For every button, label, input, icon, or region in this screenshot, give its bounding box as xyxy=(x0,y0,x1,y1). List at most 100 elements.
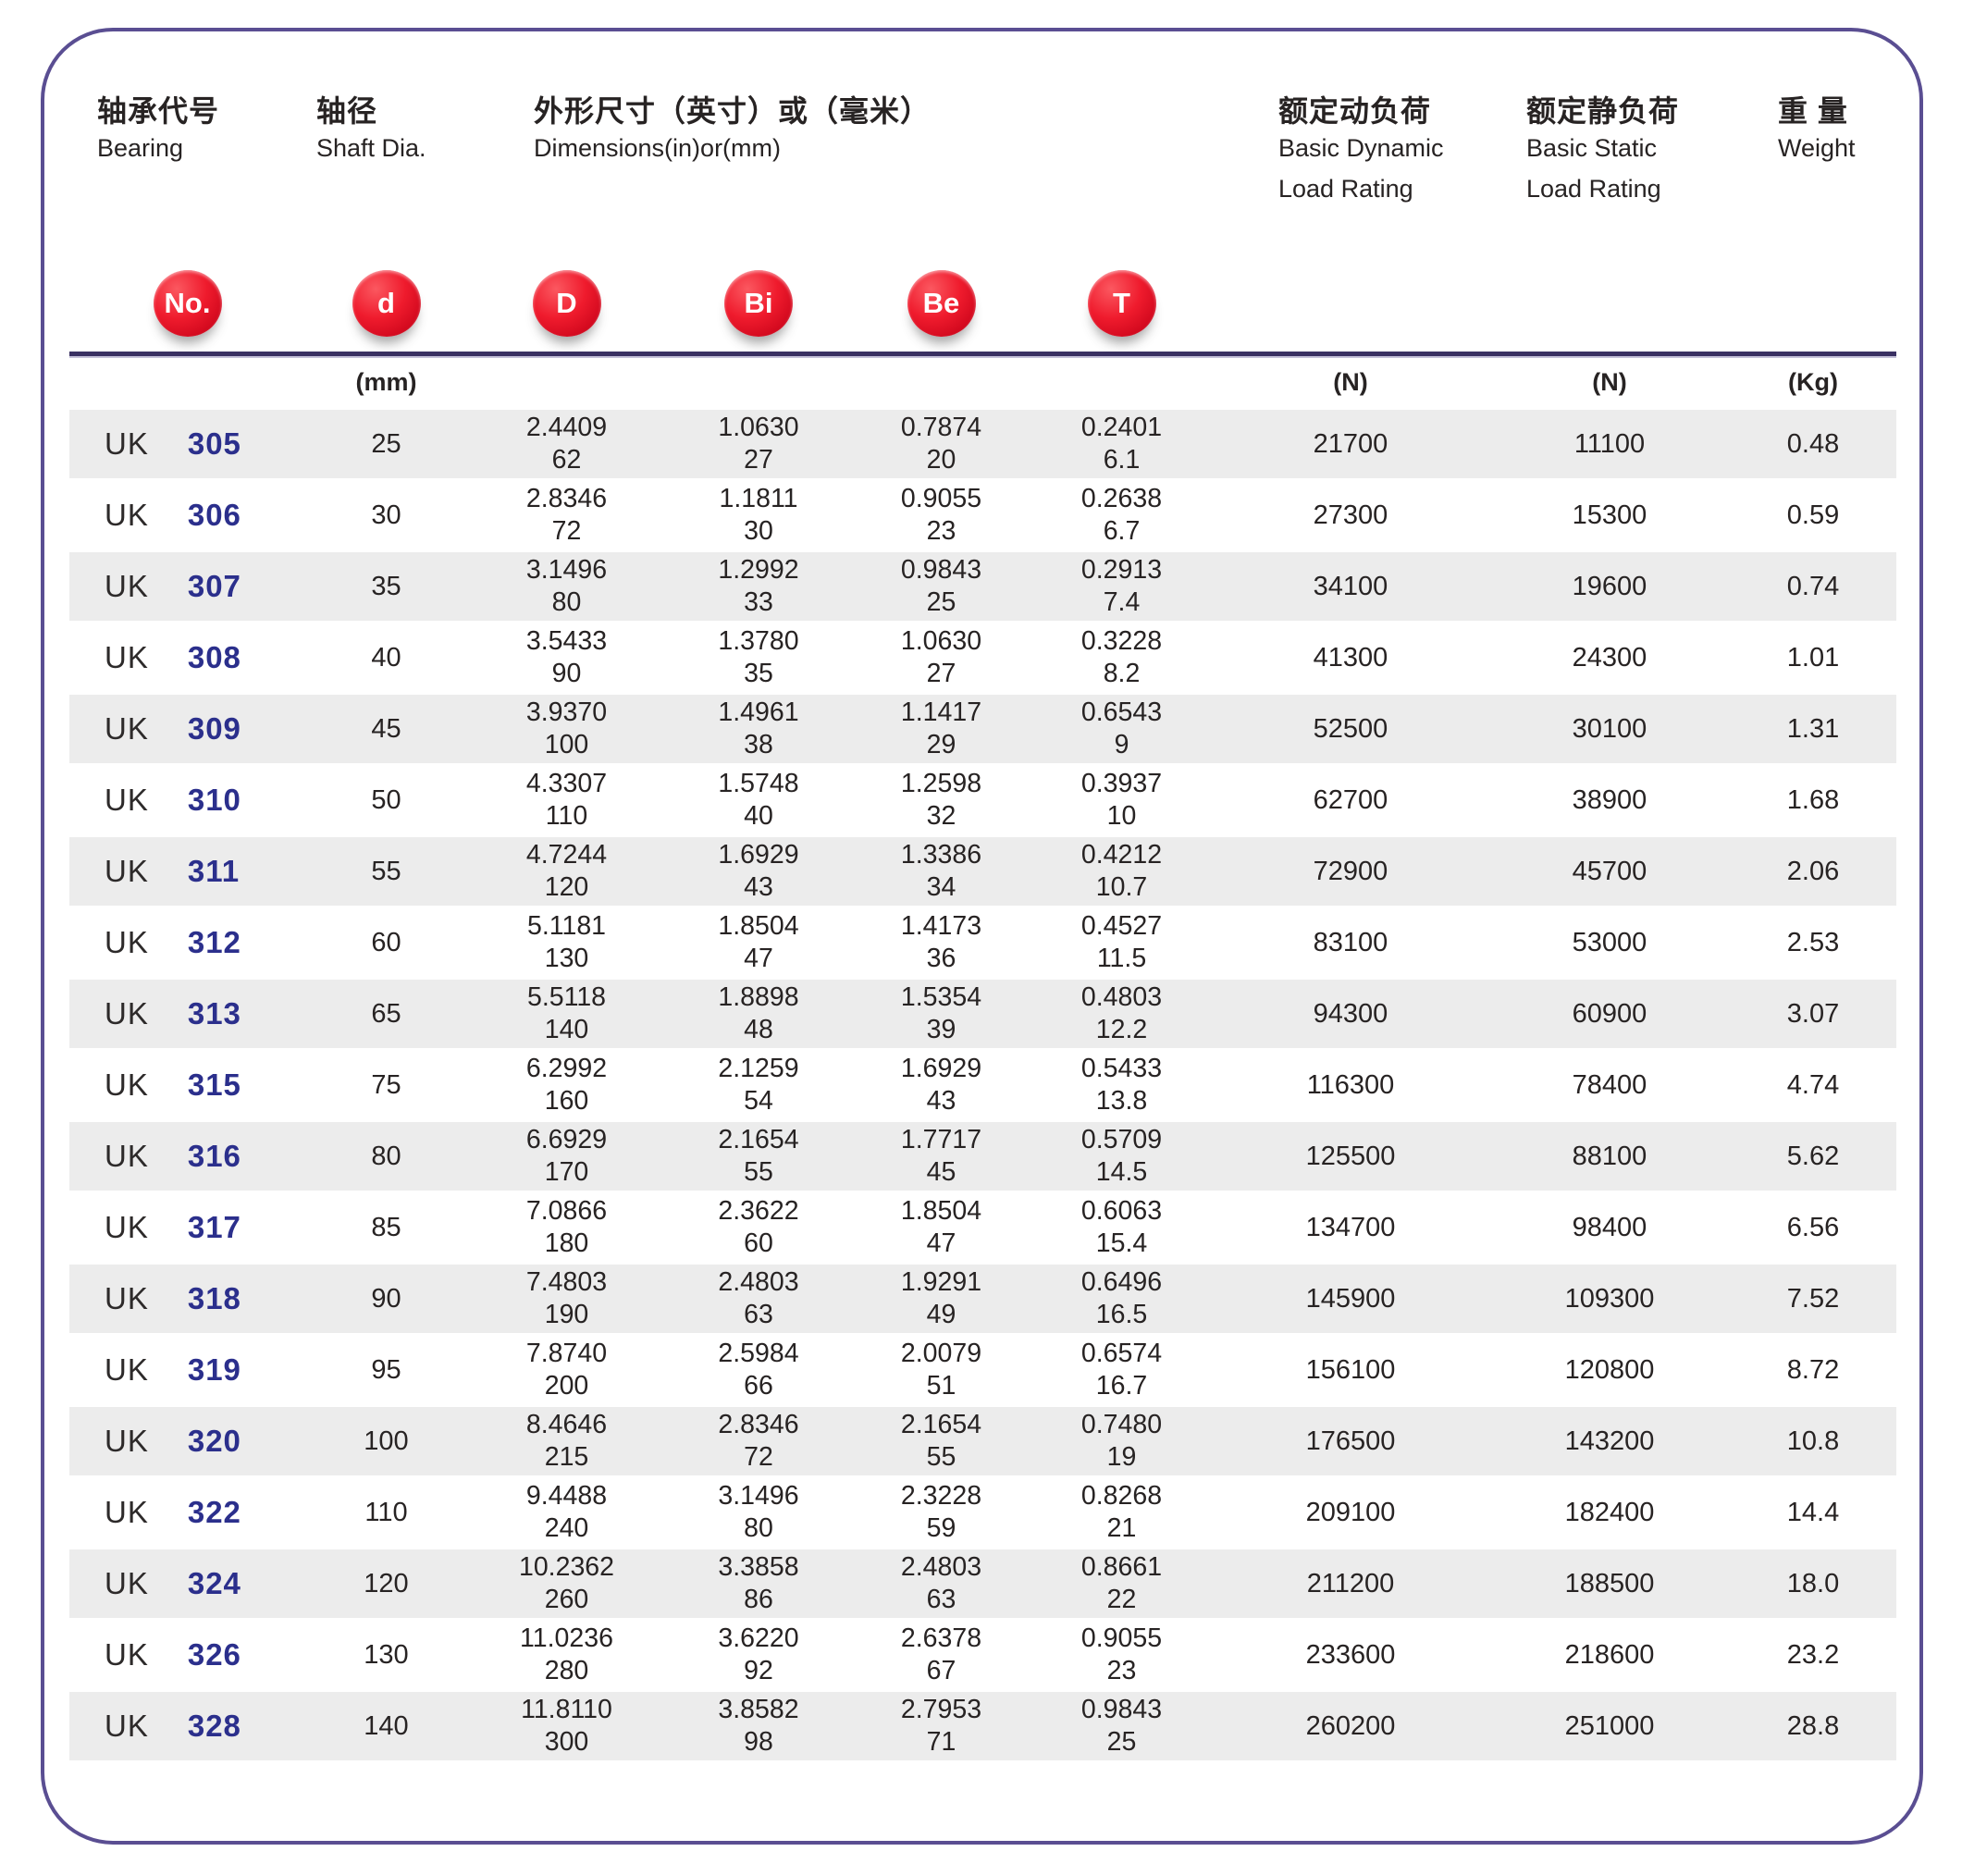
dynamic-load-cell: 72900 xyxy=(1313,856,1388,886)
dim-D-inch: 5.1181 xyxy=(526,911,607,941)
dim-Bi-cell: 3.8582 98 xyxy=(666,1694,851,1759)
shaft-dia-cell: 95 xyxy=(371,1354,401,1385)
header-shaft-zh: 轴径 xyxy=(316,94,378,128)
dim-Be-inch: 1.3386 xyxy=(900,840,982,870)
shaft-dia-cell: 85 xyxy=(371,1212,401,1242)
dim-T-inch: 0.4803 xyxy=(1080,982,1163,1012)
static-load-cell: 182400 xyxy=(1564,1497,1655,1527)
dim-Be-inch: 1.1417 xyxy=(900,697,982,727)
dim-Be-mm: 25 xyxy=(926,587,956,617)
bearing-prefix: UK xyxy=(105,1068,149,1102)
dim-Be-cell: 0.9843 25 xyxy=(851,554,1031,619)
dim-Be-cell: 1.8504 47 xyxy=(851,1195,1031,1260)
bearing-cell: UK 318 xyxy=(69,1281,305,1316)
dynamic-load-cell: 125500 xyxy=(1305,1141,1396,1171)
dim-T-mm: 13.8 xyxy=(1095,1086,1148,1116)
dim-D-inch: 11.0236 xyxy=(520,1623,613,1653)
dynamic-load-cell: 145900 xyxy=(1305,1283,1396,1314)
dim-Be-cell: 1.5354 39 xyxy=(851,981,1031,1046)
dim-Be-mm: 32 xyxy=(926,801,956,831)
dim-D-mm: 140 xyxy=(544,1015,589,1044)
shaft-dia-cell: 90 xyxy=(371,1283,401,1314)
dim-T-mm: 11.5 xyxy=(1096,944,1147,973)
bearing-prefix: UK xyxy=(105,1495,149,1529)
shaft-dia-cell: 80 xyxy=(371,1141,401,1171)
dim-T-mm: 14.5 xyxy=(1095,1157,1148,1187)
bearing-cell: UK 316 xyxy=(69,1139,305,1174)
dim-Be-inch: 1.9291 xyxy=(900,1267,982,1297)
bearing-number: 324 xyxy=(187,1566,241,1600)
dim-D-cell: 2.8346 72 xyxy=(467,483,666,548)
dim-Bi-inch: 1.0630 xyxy=(718,413,799,442)
dim-Be-inch: 1.4173 xyxy=(900,911,982,941)
dim-Be-inch: 1.6929 xyxy=(900,1054,982,1083)
static-load-cell: 60900 xyxy=(1572,998,1647,1029)
dim-Be-inch: 2.7953 xyxy=(900,1695,982,1724)
bearing-cell: UK 312 xyxy=(69,925,305,960)
header-bearing: 轴承代号 Bearing xyxy=(69,93,305,207)
dim-Be-cell: 2.6378 67 xyxy=(851,1623,1031,1687)
dim-T-cell: 0.3228 8.2 xyxy=(1031,625,1212,690)
dim-Be-mm: 49 xyxy=(926,1300,956,1329)
dim-T-cell: 0.8268 21 xyxy=(1031,1480,1212,1545)
dim-Be-mm: 45 xyxy=(926,1157,956,1187)
dim-D-inch: 4.3307 xyxy=(525,769,608,798)
shaft-dia-cell: 65 xyxy=(371,998,401,1029)
dim-Be-cell: 2.3228 59 xyxy=(851,1480,1031,1545)
shaft-dia-cell: 30 xyxy=(371,500,401,530)
dim-Bi-inch: 3.6220 xyxy=(718,1623,799,1653)
dim-Be-mm: 55 xyxy=(926,1442,956,1472)
dim-Be-cell: 1.0630 27 xyxy=(851,625,1031,690)
weight-cell: 1.01 xyxy=(1786,642,1840,673)
dim-D-mm: 72 xyxy=(551,516,582,546)
table-row: UK 322 110 9.4488 240 3.1496 80 2.3228 5… xyxy=(69,1478,1896,1547)
bearing-table: 轴承代号 Bearing 轴径 Shaft Dia. 外形尺寸（英寸）或（毫米）… xyxy=(69,93,1896,1763)
dim-Bi-cell: 2.1259 54 xyxy=(666,1053,851,1117)
static-load-cell: 143200 xyxy=(1564,1426,1655,1456)
bearing-cell: UK 308 xyxy=(69,640,305,675)
dim-T-inch: 0.6543 xyxy=(1080,697,1163,727)
static-load-cell: 218600 xyxy=(1564,1639,1655,1670)
bearing-prefix: UK xyxy=(105,783,149,817)
units-row: (mm) (N) (N) (Kg) xyxy=(69,356,1896,408)
dim-T-inch: 0.4212 xyxy=(1080,840,1163,870)
dim-Bi-inch: 1.6929 xyxy=(718,840,799,870)
dim-T-inch: 0.3228 xyxy=(1080,626,1163,656)
dim-T-cell: 0.5433 13.8 xyxy=(1031,1053,1212,1117)
header-bearing-en: Bearing xyxy=(97,134,184,162)
dim-D-inch: 10.2362 xyxy=(518,1552,615,1582)
dim-Bi-cell: 2.3622 60 xyxy=(666,1195,851,1260)
dim-Be-inch: 0.9843 xyxy=(900,555,982,585)
dim-T-mm: 19 xyxy=(1106,1442,1137,1472)
dim-Be-inch: 0.9055 xyxy=(900,484,982,513)
dim-T-mm: 6.1 xyxy=(1103,445,1141,475)
dim-Be-inch: 2.0079 xyxy=(900,1339,982,1368)
unit-dynamic-n: (N) xyxy=(1333,367,1368,396)
dim-D-cell: 9.4488 240 xyxy=(467,1480,666,1545)
shaft-dia-cell: 140 xyxy=(364,1710,409,1741)
dynamic-load-cell: 27300 xyxy=(1313,500,1388,530)
dynamic-load-cell: 233600 xyxy=(1305,1639,1396,1670)
bearing-number: 313 xyxy=(187,996,241,1031)
header-dynamic-zh: 额定动负荷 xyxy=(1278,94,1432,128)
bearing-number: 307 xyxy=(187,569,241,603)
header-static-en2: Load Rating xyxy=(1526,175,1661,203)
dim-T-mm: 16.5 xyxy=(1095,1300,1148,1329)
dim-Bi-inch: 2.8346 xyxy=(718,1410,799,1439)
bearing-cell: UK 307 xyxy=(69,569,305,604)
dim-T-inch: 0.5433 xyxy=(1080,1054,1163,1083)
dim-D-inch: 2.8346 xyxy=(525,484,608,513)
dim-D-inch: 5.5118 xyxy=(526,982,607,1012)
dynamic-load-cell: 52500 xyxy=(1313,713,1388,744)
badge-Bi: Bi xyxy=(724,270,793,337)
dim-T-cell: 0.2401 6.1 xyxy=(1031,412,1212,476)
dim-Be-inch: 0.7874 xyxy=(900,413,982,442)
static-load-cell: 88100 xyxy=(1572,1141,1647,1171)
dim-Be-mm: 36 xyxy=(926,944,956,973)
dim-T-mm: 10.7 xyxy=(1095,872,1148,902)
dim-T-cell: 0.2638 6.7 xyxy=(1031,483,1212,548)
dim-D-inch: 3.5433 xyxy=(525,626,608,656)
static-load-cell: 11100 xyxy=(1573,428,1646,459)
dynamic-load-cell: 41300 xyxy=(1313,642,1388,673)
dim-T-cell: 0.3937 10 xyxy=(1031,768,1212,833)
